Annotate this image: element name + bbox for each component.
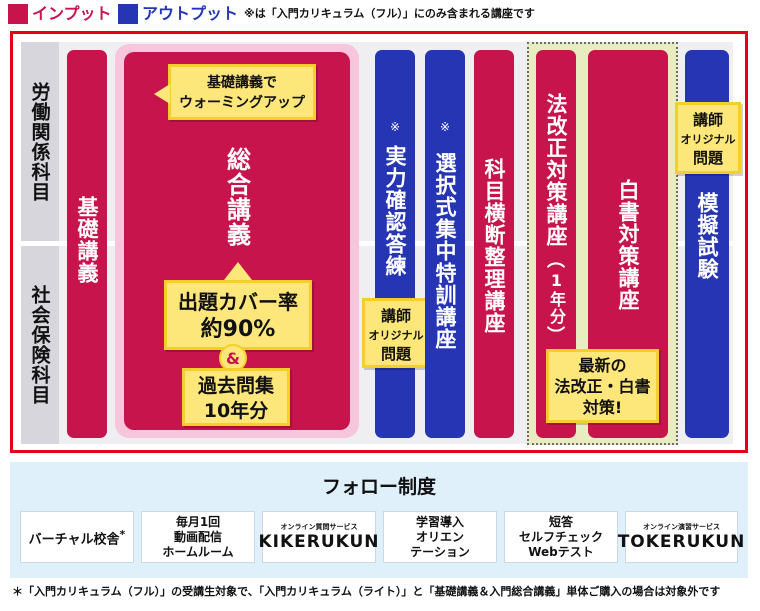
original-line2: オリジナル — [368, 329, 424, 342]
labor-subject-label: 労働関係科目 — [28, 81, 51, 202]
mogi-original-line1: 講師 — [692, 111, 723, 129]
social-subject-label: 社会保険科目 — [28, 285, 51, 405]
follow-item-homeroom: 毎月1回 動画配信 ホームルーム — [141, 511, 255, 563]
hokaisei-course-count: 1年分 — [547, 271, 566, 325]
webtest-line2: セルフチェック — [518, 529, 603, 544]
newest-line2: 法改正・白書 — [554, 377, 651, 396]
past-line1: 過去問集 — [197, 375, 274, 397]
virtual-campus-mark: * — [119, 527, 126, 541]
follow-item-webtest: 短答 セルフチェック Webテスト — [504, 511, 618, 563]
amp-badge: & — [219, 344, 247, 372]
tokerukun-caption: オンライン演習サービス — [643, 522, 720, 531]
sentaku-course-bar — [425, 50, 465, 438]
input-legend-swatch — [8, 4, 28, 24]
coverage-callout: 出題カバー率 約90% — [164, 280, 312, 350]
follow-item-tokerukun: オンライン演習サービス TOKERUKUN — [618, 511, 744, 563]
past-exam-callout: 過去問集 10年分 — [182, 368, 290, 426]
mogi-original-line2: オリジナル — [680, 133, 736, 146]
warmup-line2: ウォーミングアップ — [179, 95, 305, 111]
kikerukun-caption: オンライン質問サービス — [280, 522, 358, 531]
labor-label-bg — [21, 42, 59, 241]
legend-note: ※は「入門カリキュラム（フル）」にのみ含まれる講座です — [244, 7, 535, 20]
past-line2: 10年分 — [203, 400, 269, 422]
jitsuryoku-mark: ※ — [389, 120, 401, 134]
virtual-campus-row: バーチャル校舎* — [29, 527, 126, 547]
newest-line3: 対策! — [582, 398, 623, 417]
social-label-bg — [21, 246, 59, 444]
newest-callout: 最新の 法改正・白書 対策! — [546, 349, 659, 423]
coverage-pointer — [224, 262, 252, 280]
original-line3: 問題 — [380, 345, 411, 363]
coverage-line2: 約90% — [200, 317, 276, 342]
homeroom-line1: 毎月1回 — [175, 514, 221, 529]
sentaku-course-title: 選択式集中特訓講座 — [433, 152, 457, 350]
hokaisei-count-bracket: ︵ — [547, 250, 565, 271]
hakusho-course-title: 白書対策講座 — [616, 179, 640, 311]
newest-line1: 最新の — [578, 356, 627, 375]
homeroom-line2: 動画配信 — [173, 529, 222, 544]
hokaisei-count-bracket-close: ︶ — [547, 326, 565, 347]
jitsuryoku-course-bar — [375, 50, 415, 438]
sogo-course-title: 総合講義 — [222, 147, 251, 247]
kamoku-course-bar — [474, 50, 514, 438]
sentaku-mark: ※ — [439, 120, 451, 134]
mogi-original-line3: 問題 — [692, 149, 723, 167]
coverage-line1: 出題カバー率 — [178, 290, 298, 314]
orientation-line1: 学習導入 — [415, 514, 464, 529]
orientation-line3: テーション — [410, 544, 470, 559]
jitsuryoku-course-title: 実力確認答練 — [383, 145, 407, 277]
original-line1: 講師 — [380, 307, 411, 325]
input-legend-label: インプット — [32, 4, 112, 23]
output-legend-label: アウトプット — [142, 4, 239, 23]
kiso-course-bar — [67, 50, 107, 438]
warmup-callout: 基礎講義で ウォーミングアップ — [168, 64, 316, 120]
kiso-course-title: 基礎講義 — [75, 196, 99, 284]
virtual-campus-label: バーチャル校舎 — [28, 532, 120, 548]
follow-item-orientation: 学習導入 オリエン テーション — [383, 511, 497, 563]
follow-item-virtual-campus: バーチャル校舎* — [20, 511, 134, 563]
amp-symbol: & — [226, 348, 240, 368]
warmup-pointer — [154, 84, 170, 104]
follow-item-kikerukun: オンライン質問サービス KIKERUKUN — [258, 511, 379, 563]
tokerukun-logo: TOKERUKUN — [617, 531, 746, 552]
hokaisei-course-title: 法改正対策講座 — [544, 93, 568, 247]
kikerukun-logo: KIKERUKUN — [258, 531, 380, 552]
homeroom-line3: ホームルーム — [162, 544, 234, 559]
mogi-course-title: 模擬試験 — [695, 192, 719, 280]
webtest-line1: 短答 — [548, 514, 573, 529]
warmup-line1: 基礎講義で — [207, 75, 277, 91]
mogi-original-callout: 講師 オリジナル 問題 — [675, 102, 741, 174]
jitsuryoku-original-callout: 講師 オリジナル 問題 — [362, 298, 430, 368]
output-legend-swatch — [118, 4, 138, 24]
follow-title: フォロー制度 — [321, 476, 436, 498]
kamoku-course-title: 科目横断整理講座 — [482, 158, 506, 334]
webtest-line3: Webテスト — [528, 544, 594, 559]
footnote: ＊「入門カリキュラム（フル）」の受講生対象で、「入門カリキュラム（ライト）」と「… — [12, 585, 721, 598]
orientation-line2: オリエン — [415, 529, 464, 544]
